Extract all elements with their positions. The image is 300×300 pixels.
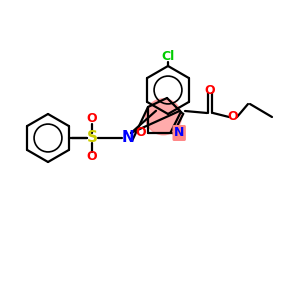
Text: N: N xyxy=(174,127,184,140)
Text: O: O xyxy=(228,110,238,124)
Text: O: O xyxy=(135,127,146,140)
Text: S: S xyxy=(86,130,98,146)
Text: N: N xyxy=(122,130,134,146)
Text: O: O xyxy=(87,112,97,125)
Circle shape xyxy=(146,99,182,135)
Text: Cl: Cl xyxy=(161,50,175,64)
Text: O: O xyxy=(205,85,215,98)
Text: O: O xyxy=(87,151,97,164)
